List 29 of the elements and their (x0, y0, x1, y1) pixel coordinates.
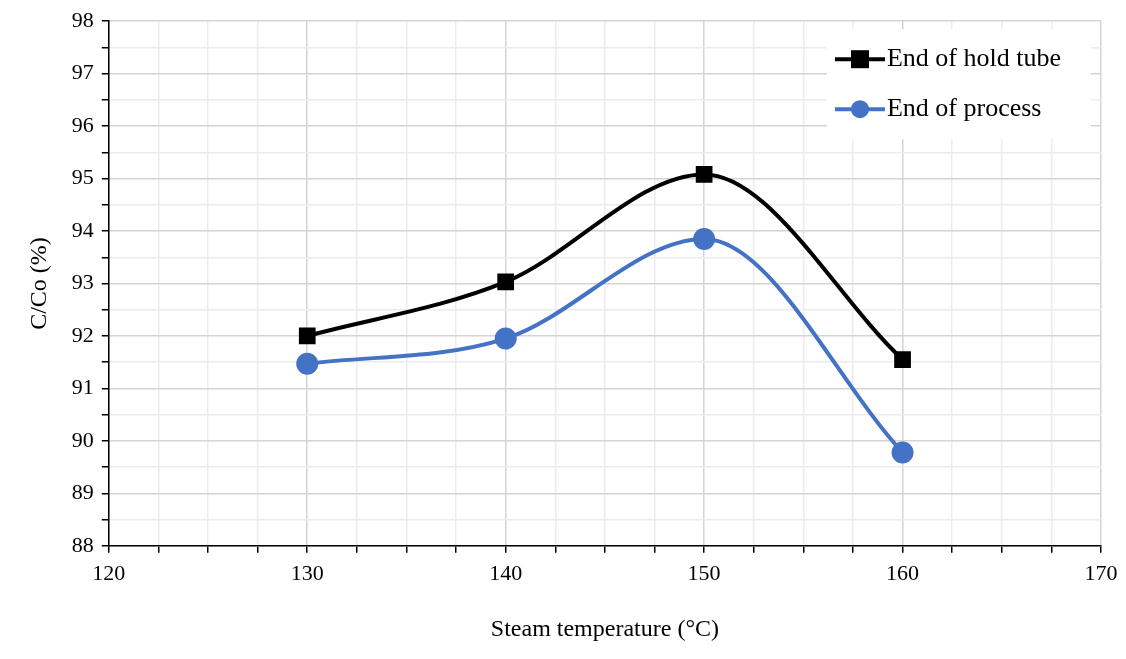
y-tick-label: 89 (71, 479, 94, 505)
point (494, 327, 517, 350)
x-tick-label: 150 (687, 559, 721, 585)
point (497, 273, 515, 291)
x-tick-label: 120 (92, 559, 126, 585)
y-tick-label: 88 (71, 531, 94, 557)
point (296, 352, 319, 375)
point (695, 166, 713, 183)
legend-label: End of process (886, 93, 1042, 123)
point (298, 327, 316, 345)
y-tick-label: 98 (71, 6, 94, 32)
x-tick-label: 140 (489, 559, 523, 585)
y-tick-label: 90 (71, 426, 94, 452)
y-tick-label: 91 (71, 374, 94, 400)
y-tick-label: 92 (71, 321, 94, 347)
legend-label: End of hold tube (886, 43, 1061, 73)
y-tick-label: 97 (71, 59, 94, 85)
y-tick-label: 94 (71, 216, 94, 242)
point (693, 227, 716, 250)
y-tick-label: 93 (71, 269, 94, 295)
point (894, 351, 911, 368)
x-axis-title: Steam temperature (°C) (490, 614, 719, 641)
x-tick-label: 170 (1084, 559, 1118, 585)
point (891, 441, 914, 464)
y-tick-label: 95 (71, 164, 94, 190)
x-tick-label: 160 (886, 559, 920, 585)
y-axis-title: C/Co (%) (24, 237, 51, 330)
y-tick-label: 96 (71, 111, 94, 137)
x-tick-label: 130 (290, 559, 324, 585)
